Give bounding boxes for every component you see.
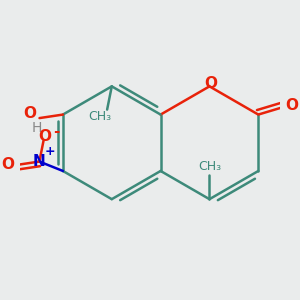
Text: +: + [44,145,55,158]
Text: O: O [2,157,14,172]
Text: O: O [38,129,52,144]
Text: -: - [53,124,59,140]
Text: CH₃: CH₃ [88,110,112,123]
Text: O: O [204,76,218,91]
Text: CH₃: CH₃ [198,160,221,173]
Text: O: O [286,98,298,113]
Text: O: O [24,106,37,121]
Text: H: H [32,121,42,135]
Text: N: N [33,154,46,169]
